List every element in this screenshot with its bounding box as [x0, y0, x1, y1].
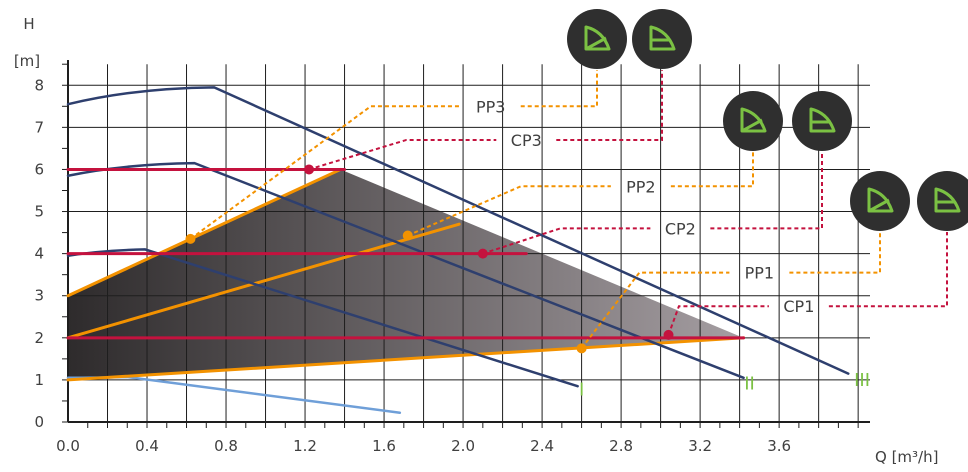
- operating-point-pp3: [185, 233, 196, 244]
- operating-point-cp3: [303, 164, 314, 175]
- operating-region: [68, 169, 744, 380]
- speed-label-i: I: [579, 380, 584, 401]
- callout-label-cp3: CP3: [511, 131, 542, 150]
- icon-background: [850, 171, 910, 231]
- callout-label-cp2: CP2: [665, 219, 696, 238]
- y-axis-unit: [m]: [14, 52, 40, 70]
- x-tick-label: 2.0: [451, 437, 475, 455]
- x-tick-label: 1.6: [372, 437, 396, 455]
- callout-label-pp3: PP3: [476, 97, 505, 116]
- y-axis-title: H: [23, 15, 34, 33]
- operating-point-cp2: [477, 248, 488, 259]
- proportional-pressure-glyph: [867, 187, 894, 213]
- chart-axes: [62, 60, 870, 428]
- proportional-pressure-icon: [850, 171, 910, 231]
- icon-background: [723, 91, 783, 151]
- constant-pressure-glyph: [809, 107, 836, 133]
- callout-leader-cp1: [667, 232, 948, 336]
- x-tick-label: 1.2: [293, 437, 317, 455]
- y-tick-label: 8: [34, 76, 44, 94]
- y-tick-label: 3: [34, 287, 44, 305]
- callout-leader-cp2: [482, 152, 823, 255]
- series-line-pp3: [66, 167, 343, 298]
- callout-leader-cp3: [308, 70, 663, 171]
- x-tick-label: 0.4: [135, 437, 159, 455]
- operating-region-fill: [68, 169, 744, 380]
- x-tick-label: 0.0: [56, 437, 80, 455]
- constant-pressure-glyph: [649, 25, 676, 51]
- callout-label-pp2: PP2: [626, 177, 655, 196]
- constant-pressure-icon: [792, 91, 852, 151]
- speed-label-ii: II: [744, 373, 755, 394]
- series-line-iii: [66, 86, 850, 375]
- constant-pressure-icon: [632, 9, 692, 69]
- x-axis-title: Q [m³/h]: [875, 448, 938, 466]
- callout-leader-pp3: [189, 70, 598, 240]
- operating-point-cp1: [663, 329, 674, 340]
- callout-leader-pp1: [580, 232, 881, 349]
- y-tick-label: 4: [34, 245, 44, 263]
- callout-label-pp1: PP1: [745, 264, 774, 283]
- speed-label-iii: III: [854, 370, 870, 391]
- proportional-pressure-icon: [723, 91, 783, 151]
- mode-icons: [567, 9, 968, 231]
- x-tick-label: 3.6: [767, 437, 791, 455]
- series-line-ii: [66, 161, 745, 380]
- callout-leader-pp2: [407, 152, 754, 237]
- proportional-pressure-glyph: [740, 107, 767, 133]
- constant-pressure-glyph: [934, 187, 961, 213]
- y-tick-label: 2: [34, 329, 44, 347]
- operating-point-pp1: [576, 343, 587, 354]
- series-line-pp1: [66, 336, 746, 382]
- series-line-pp2: [66, 222, 461, 340]
- y-tick-label: 7: [34, 118, 44, 136]
- chart-labels: H [m] Q [m³/h] 0.0 0.4 0.8 1.2 1.6 2.0 2.4 2.8 3…: [14, 15, 939, 466]
- callout-leaders: [189, 70, 948, 349]
- y-tick-label: 1: [34, 371, 44, 389]
- series-line-minimum: [66, 375, 402, 414]
- y-tick-label: 5: [34, 203, 44, 221]
- constant-pressure-icon: [917, 171, 968, 231]
- x-tick-label: 2.4: [530, 437, 554, 455]
- operating-points: [185, 164, 674, 354]
- x-tick-label: 2.8: [609, 437, 633, 455]
- proportional-pressure-glyph: [584, 25, 611, 51]
- y-tick-label: 0: [34, 413, 44, 431]
- icon-background: [567, 9, 627, 69]
- x-tick-label: 0.8: [214, 437, 238, 455]
- proportional-pressure-icon: [567, 9, 627, 69]
- operating-point-pp2: [402, 230, 413, 241]
- y-tick-label: 6: [34, 160, 44, 178]
- x-tick-label: 3.2: [688, 437, 712, 455]
- chart-series: [66, 86, 850, 414]
- callout-label-cp1: CP1: [783, 297, 814, 316]
